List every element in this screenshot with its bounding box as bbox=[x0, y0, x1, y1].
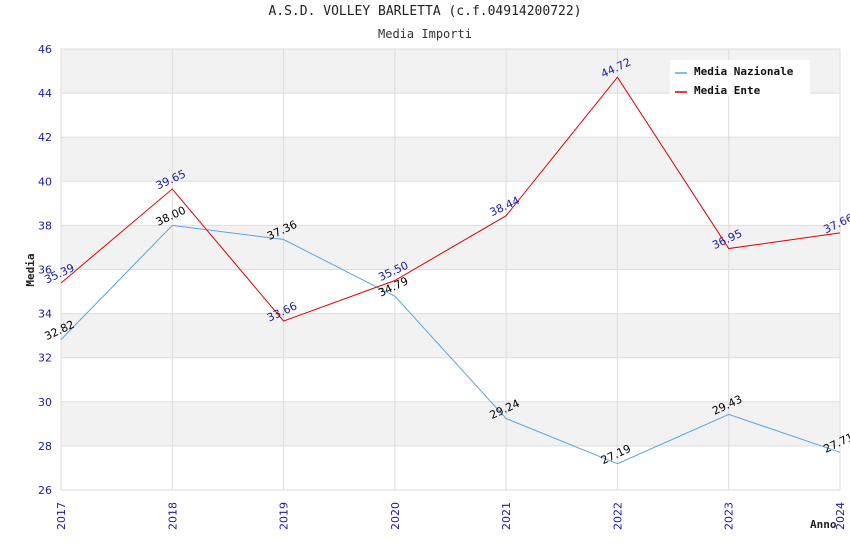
x-tick-label: 2021 bbox=[500, 502, 513, 530]
x-tick-label: 2018 bbox=[166, 502, 179, 530]
x-tick-label: 2017 bbox=[55, 502, 68, 530]
y-tick-label: 46 bbox=[38, 43, 52, 56]
plot-band bbox=[61, 93, 840, 138]
y-tick-label: 36 bbox=[38, 264, 52, 277]
series-line-media-ente bbox=[60, 76, 841, 322]
legend-label-media-nazionale: Media Nazionale bbox=[694, 65, 794, 78]
x-tick-label: 2019 bbox=[278, 502, 291, 530]
legend-label-media-ente: Media Ente bbox=[694, 84, 761, 97]
plot-band bbox=[61, 313, 840, 358]
x-tick-label: 2024 bbox=[834, 502, 847, 530]
x-tick-label: 2022 bbox=[611, 502, 624, 530]
y-tick-label: 28 bbox=[38, 440, 52, 453]
plot-band bbox=[61, 181, 840, 226]
x-axis-label: Anno bbox=[810, 518, 837, 531]
y-axis-label: Media bbox=[24, 253, 37, 286]
series-lines bbox=[60, 76, 841, 465]
y-tick-label: 42 bbox=[38, 131, 52, 144]
plot-band bbox=[61, 445, 840, 490]
chart-subtitle: Media Importi bbox=[378, 27, 472, 41]
y-tick-labels: 26 28 30 32 34 36 38 40 42 44 46 bbox=[38, 43, 52, 497]
y-tick-label: 32 bbox=[38, 352, 52, 365]
x-tick-label: 2023 bbox=[723, 502, 736, 530]
plot-band bbox=[61, 401, 840, 446]
y-tick-label: 30 bbox=[38, 396, 52, 409]
y-tick-label: 26 bbox=[38, 484, 52, 497]
x-tick-labels: 2017 2018 2019 2020 2021 2022 2023 2024 bbox=[55, 502, 847, 530]
plot-band bbox=[61, 269, 840, 314]
legend: Media Nazionale Media Ente bbox=[670, 60, 810, 97]
legend-box bbox=[670, 60, 810, 96]
grid-lines bbox=[60, 48, 841, 491]
y-tick-label: 40 bbox=[38, 175, 52, 188]
plot-band bbox=[61, 357, 840, 402]
x-tick-label: 2020 bbox=[389, 502, 402, 530]
chart-title: A.S.D. VOLLEY BARLETTA (c.f.04914200722) bbox=[268, 4, 582, 19]
plot-bands bbox=[61, 49, 840, 490]
y-tick-label: 34 bbox=[38, 308, 52, 321]
plot-band bbox=[61, 137, 840, 182]
y-tick-label: 44 bbox=[38, 87, 52, 100]
y-tick-label: 38 bbox=[38, 219, 52, 232]
plot-band bbox=[61, 225, 840, 270]
series-line-media-nazionale bbox=[60, 224, 841, 465]
